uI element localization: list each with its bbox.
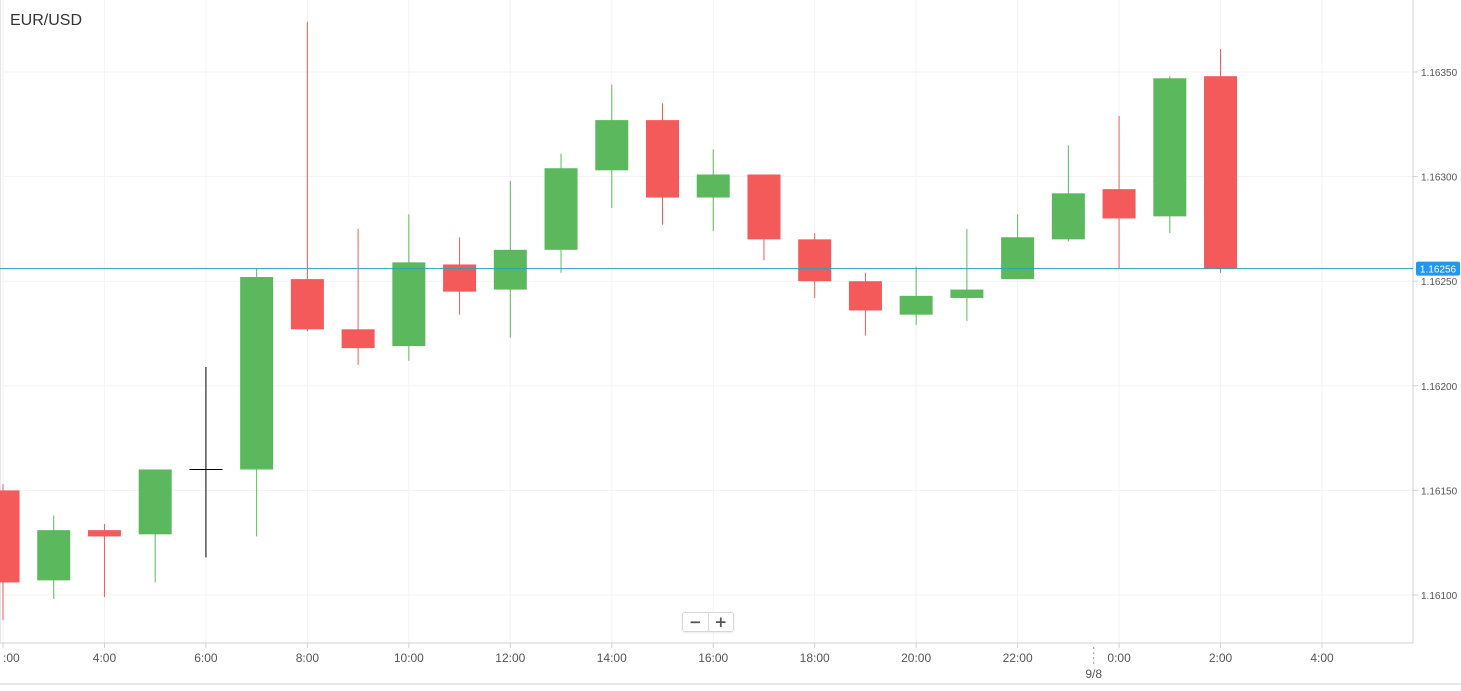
y-tick-label: 1.16350 [1421,68,1458,79]
current-price-label: 1.16256 [1420,265,1457,276]
candle-body [341,329,375,349]
candle-body [798,239,832,282]
candle-body [392,262,426,347]
y-tick-label: 1.16200 [1421,382,1458,393]
candle[interactable] [899,266,933,326]
candle-body [950,289,984,298]
y-tick-label: 1.16250 [1421,277,1458,288]
candle[interactable] [798,233,832,298]
candle-body [240,277,274,470]
candle-layer [0,21,1238,621]
candle-body [1153,78,1187,217]
candle[interactable] [848,272,882,336]
x-tick-label: 14:00 [597,651,627,665]
candle[interactable] [240,268,274,537]
candle[interactable] [290,21,324,332]
candle-body [290,279,324,330]
candle[interactable] [138,469,172,583]
current-price-badge [1416,261,1460,276]
candle-body [37,530,71,581]
zoom-out-button[interactable]: − [683,613,708,631]
grid-layer [2,0,1413,643]
candle[interactable] [1102,115,1136,269]
candle[interactable] [696,149,730,231]
candle-body [0,490,20,583]
candle-body [1051,193,1085,240]
candle-body [1204,76,1238,269]
x-tick-label: 18:00 [800,651,830,665]
candle-body [138,469,172,535]
zoom-controls: − + [682,612,734,632]
candle-body [1102,189,1136,219]
x-tick-label: 22:00 [1003,651,1033,665]
minus-icon: − [688,612,702,631]
date-label: 9/8 [1085,667,1102,681]
x-tick-label: 20:00 [901,651,931,665]
candle[interactable] [747,174,781,261]
candle[interactable] [1001,214,1035,280]
candle-body [899,295,933,315]
candle[interactable] [646,103,679,225]
candle[interactable] [0,484,20,621]
candle[interactable] [1051,145,1085,242]
x-tick-label: 4:00 [1310,651,1334,665]
x-tick-label: 6:00 [194,651,218,665]
candle-body [493,249,527,290]
candle-body [747,174,781,240]
candle[interactable] [1153,76,1187,234]
plus-icon: + [714,612,728,631]
chart-title: EUR/USD [10,12,82,29]
candle[interactable] [493,180,527,338]
x-tick-label: :00 [3,651,20,665]
price-layer: 1.16256 [0,261,1460,276]
candle[interactable] [189,366,223,558]
candle-body [87,530,121,537]
candle[interactable] [37,515,71,600]
candle[interactable] [443,237,477,315]
candle-body [848,281,882,311]
x-tick-label: 2:00 [1209,651,1233,665]
y-tick-label: 1.16300 [1421,173,1458,184]
candle-body [544,168,578,250]
candle-body [646,120,679,198]
candle-body [1001,237,1035,280]
candle[interactable] [595,84,629,208]
candle-body [595,120,629,171]
candle[interactable] [341,228,375,365]
candle[interactable] [87,523,121,598]
x-tick-label: 12:00 [495,651,525,665]
x-tick-label: 0:00 [1107,651,1131,665]
x-tick-label: 16:00 [698,651,728,665]
zoom-in-button[interactable]: + [707,612,734,631]
candle[interactable] [392,214,426,361]
y-tick-label: 1.16100 [1421,591,1458,602]
x-tick-label: 8:00 [296,651,320,665]
y-tick-label: 1.16150 [1421,486,1458,497]
candle[interactable] [950,228,984,321]
x-tick-label: 10:00 [394,651,424,665]
candle-body [696,174,730,198]
candle[interactable] [1204,48,1238,273]
x-tick-label: 4:00 [93,651,117,665]
candle[interactable] [544,153,578,273]
